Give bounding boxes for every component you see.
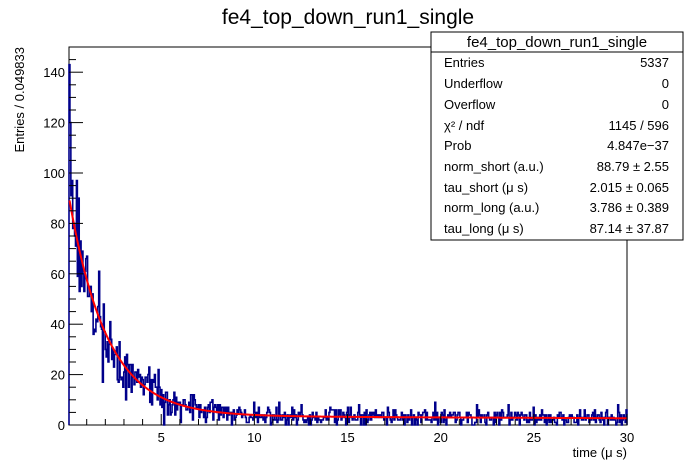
stats-box-frame [430,31,684,241]
y-tick-label: 20 [51,368,65,383]
stat-label-tau-short: tau_short (μ s) [444,180,528,195]
stat-value-norm-long: 3.786 ± 0.389 [590,200,669,215]
y-tick-label: 100 [43,166,65,181]
histogram-bins [68,63,628,426]
y-tick-label: 40 [51,317,65,332]
y-axis-label: Entries / 0.049833 [12,47,27,153]
stat-label-prob: Prob [444,138,471,153]
histogram-bin-line [68,63,628,426]
stats-box-title: fe4_top_down_run1_single [467,34,647,51]
x-tick-label: 10 [247,430,261,445]
chart-title: fe4_top_down_run1_single [222,6,474,29]
stat-value-entries: 5337 [640,55,669,70]
y-axis: 0 20 40 60 80 100 120 140 [43,59,83,433]
plot-area: 5 10 15 20 25 30 0 20 40 60 80 100 120 140 [43,46,634,445]
y-tick-label: 80 [51,216,65,231]
stat-value-prob: 4.847e−37 [607,138,669,153]
stat-value-tau-long: 87.14 ± 37.87 [590,221,669,236]
stat-value-overflow: 0 [662,97,669,112]
x-tick-label: 20 [433,430,447,445]
stats-box: fe4_top_down_run1_single Entries 5337 Un… [430,31,684,241]
stat-value-chi2-ndf: 1145 / 596 [609,118,669,133]
stat-label-norm-short: norm_short (a.u.) [444,159,544,174]
y-tick-label: 0 [58,418,65,433]
stat-value-underflow: 0 [662,76,669,91]
y-tick-label: 60 [51,267,65,282]
stat-label-overflow: Overflow [444,97,496,112]
stat-label-entries: Entries [444,55,485,70]
x-tick-label: 15 [340,430,354,445]
x-axis-label: time (μ s) [573,445,627,460]
x-tick-label: 5 [158,430,165,445]
y-tick-label: 140 [43,65,65,80]
x-tick-label: 30 [620,430,634,445]
stat-label-tau-long: tau_long (μ s) [444,221,524,236]
x-axis: 5 10 15 20 25 30 [86,414,634,445]
stat-value-norm-short: 88.79 ± 2.55 [597,159,669,174]
stat-label-underflow: Underflow [444,76,503,91]
y-tick-label: 120 [43,116,65,131]
stat-label-chi2-ndf: χ² / ndf [444,118,484,133]
x-tick-label: 25 [527,430,541,445]
stat-value-tau-short: 2.015 ± 0.065 [590,180,669,195]
stat-label-norm-long: norm_long (a.u.) [444,200,539,215]
